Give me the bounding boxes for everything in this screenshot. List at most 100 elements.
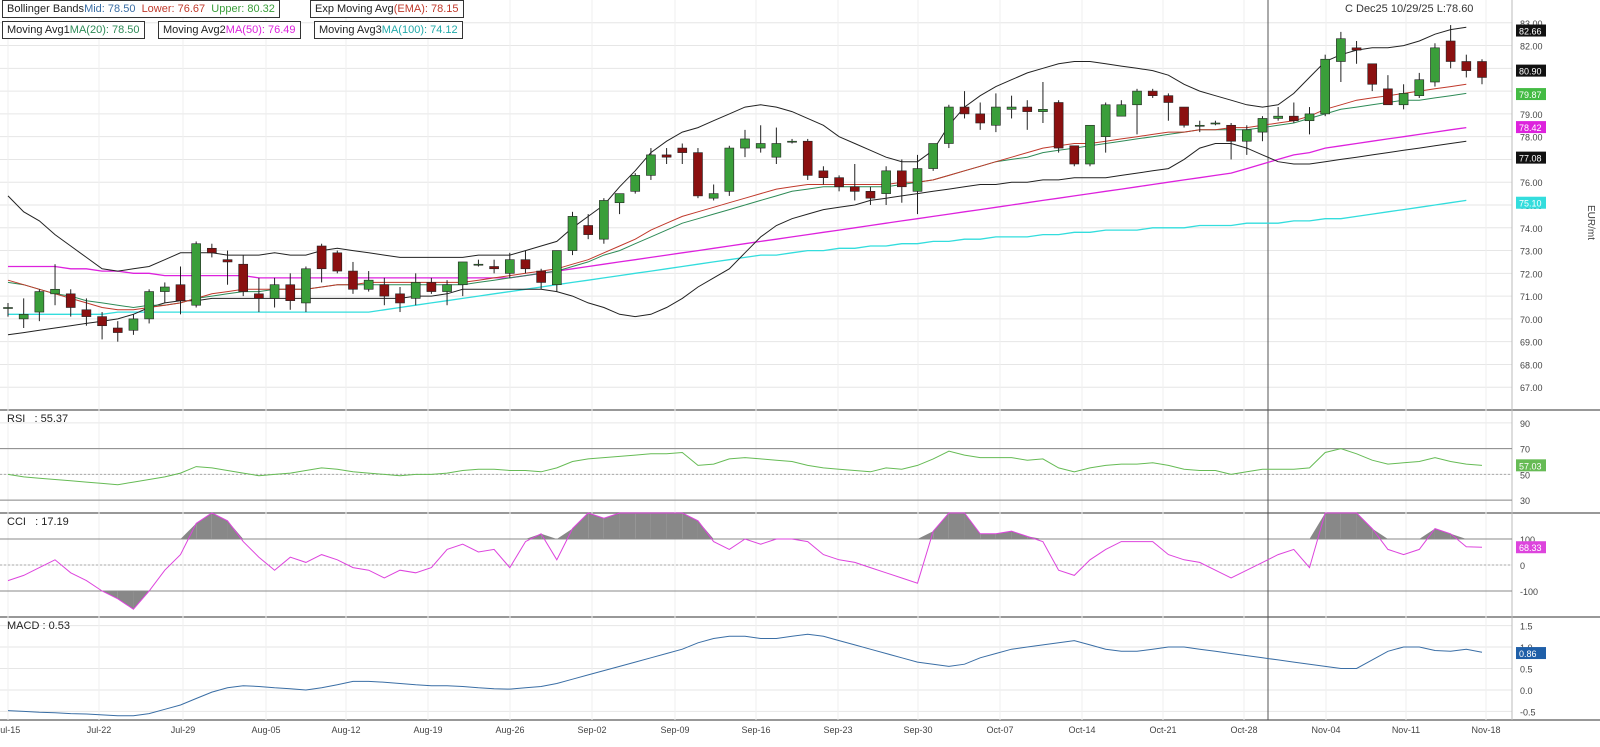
ma3-legend[interactable]: Moving Avg3MA(100): 74.12 <box>314 21 463 39</box>
ma1-sub: MA(20) <box>69 24 106 36</box>
candle-up <box>567 216 578 251</box>
price-tag-label: 80.90 <box>1519 67 1542 77</box>
cci-ytick-label: 0 <box>1520 561 1525 571</box>
cci-value-tag <box>1516 541 1546 554</box>
x-tick-label: Sep-30 <box>903 725 932 735</box>
price-ytick-label: 78.00 <box>1520 133 1543 143</box>
cci-value: : 17.19 <box>35 516 69 528</box>
candle-up <box>1132 90 1142 106</box>
price-ytick-label: 79.00 <box>1520 110 1543 120</box>
candle-up <box>1430 47 1440 83</box>
x-tick-label: Sep-02 <box>577 725 606 735</box>
price-tag <box>1516 24 1546 37</box>
cci-overbought-fill <box>1356 513 1373 539</box>
cci-ytick-label: -100 <box>1520 587 1538 597</box>
candle-down <box>1383 88 1393 106</box>
x-tick-label: Nov-11 <box>1392 725 1420 735</box>
cci-ytick-label: 100 <box>1520 535 1535 545</box>
ma2-value: : 76.49 <box>261 24 296 36</box>
candle-up <box>18 314 29 320</box>
ma3-name: Moving Avg3 <box>319 24 382 36</box>
macd-ytick-label: 0.0 <box>1520 686 1533 696</box>
price-tag <box>1516 121 1546 134</box>
candle-up <box>160 286 170 292</box>
x-tick-label: Oct-21 <box>1149 725 1176 735</box>
cci-oversold-fill <box>117 591 134 610</box>
candle-up <box>552 250 562 286</box>
cci-overbought-fill <box>603 513 620 539</box>
candle-down <box>1053 102 1064 149</box>
cci-overbought-fill <box>980 533 996 539</box>
cci-overbought-fill <box>1372 528 1388 539</box>
candle-up <box>1414 79 1425 96</box>
bollinger-name: Bollinger Bands <box>7 3 85 15</box>
candle-up <box>128 318 139 331</box>
candle-down <box>238 263 249 292</box>
candle-down <box>1147 90 1158 96</box>
candle-down <box>865 191 876 199</box>
cci-overbought-fill <box>588 513 604 539</box>
ma3-value: : 74.12 <box>423 24 458 36</box>
cci-overbought-fill <box>525 533 542 539</box>
candle-down <box>1367 63 1378 85</box>
x-tick-label: Aug-19 <box>413 725 442 735</box>
candle-up <box>410 282 421 299</box>
candle-up <box>787 140 797 143</box>
cci-overbought-fill <box>1027 536 1043 539</box>
x-tick-label: Aug-12 <box>331 725 360 735</box>
candle-up <box>504 259 515 274</box>
price-tag-label: 75.10 <box>1519 199 1542 209</box>
ma50-line <box>8 126 1467 279</box>
price-ytick-label: 82.00 <box>1520 42 1543 52</box>
ma2-sub: MA(50) <box>225 24 262 36</box>
price-ytick-label: 74.00 <box>1520 224 1543 234</box>
candle-down <box>975 113 986 124</box>
candle-up <box>442 284 452 292</box>
price-ytick-label: 67.00 <box>1520 383 1543 393</box>
candle-up <box>991 106 1001 126</box>
candle-down <box>1445 40 1456 62</box>
cci-overbought-fill <box>682 513 698 539</box>
cci-overbought-fill <box>180 523 197 539</box>
bollinger-upper-line <box>7 26 1467 272</box>
candle-down <box>583 225 593 235</box>
ema-legend[interactable]: Exp Moving Avg(EMA): 78.15 <box>310 0 464 18</box>
candle-up <box>301 268 311 304</box>
candle-down <box>802 140 813 176</box>
candle-down <box>959 106 970 115</box>
cci-overbought-fill <box>1434 528 1451 539</box>
x-tick-label: Jul-29 <box>171 725 196 735</box>
ma1-value: : 78.50 <box>105 24 140 36</box>
candle-down <box>395 293 405 304</box>
candle-down <box>536 270 546 283</box>
ma1-legend[interactable]: Moving Avg1MA(20): 78.50 <box>2 21 145 39</box>
x-tick-label: Nov-18 <box>1471 725 1500 735</box>
candle-up <box>944 106 954 144</box>
ema-line <box>7 83 1467 311</box>
x-tick-label: Jul-22 <box>87 725 112 735</box>
cci-overbought-fill <box>1011 531 1028 539</box>
candle-down <box>285 284 296 301</box>
bollinger-legend[interactable]: Bollinger BandsMid: 78.50 Lower: 76.67 U… <box>2 0 280 18</box>
candle-down <box>818 170 829 178</box>
candle-down <box>81 309 92 317</box>
cci-overbought-fill <box>964 513 981 539</box>
candle-up <box>740 138 750 149</box>
price-tag-label: 79.87 <box>1519 90 1542 100</box>
candle-up <box>1320 58 1330 115</box>
candle-up <box>363 279 374 290</box>
ma2-legend[interactable]: Moving Avg2MA(50): 76.49 <box>158 21 301 39</box>
cci-overbought-fill <box>1340 513 1357 539</box>
ma20-line <box>7 92 1467 309</box>
price-ytick-label: 71.00 <box>1520 292 1543 302</box>
rsi-line <box>7 448 1483 486</box>
cci-overbought-fill <box>933 513 949 539</box>
candle-down <box>316 245 327 270</box>
bollinger-lower-value: : 76.67 <box>171 3 206 15</box>
candle-up <box>724 147 735 192</box>
candle-up <box>144 291 154 320</box>
price-tag-label: 77.08 <box>1519 154 1542 164</box>
candle-up <box>1241 129 1252 142</box>
candle-down <box>1289 115 1299 122</box>
